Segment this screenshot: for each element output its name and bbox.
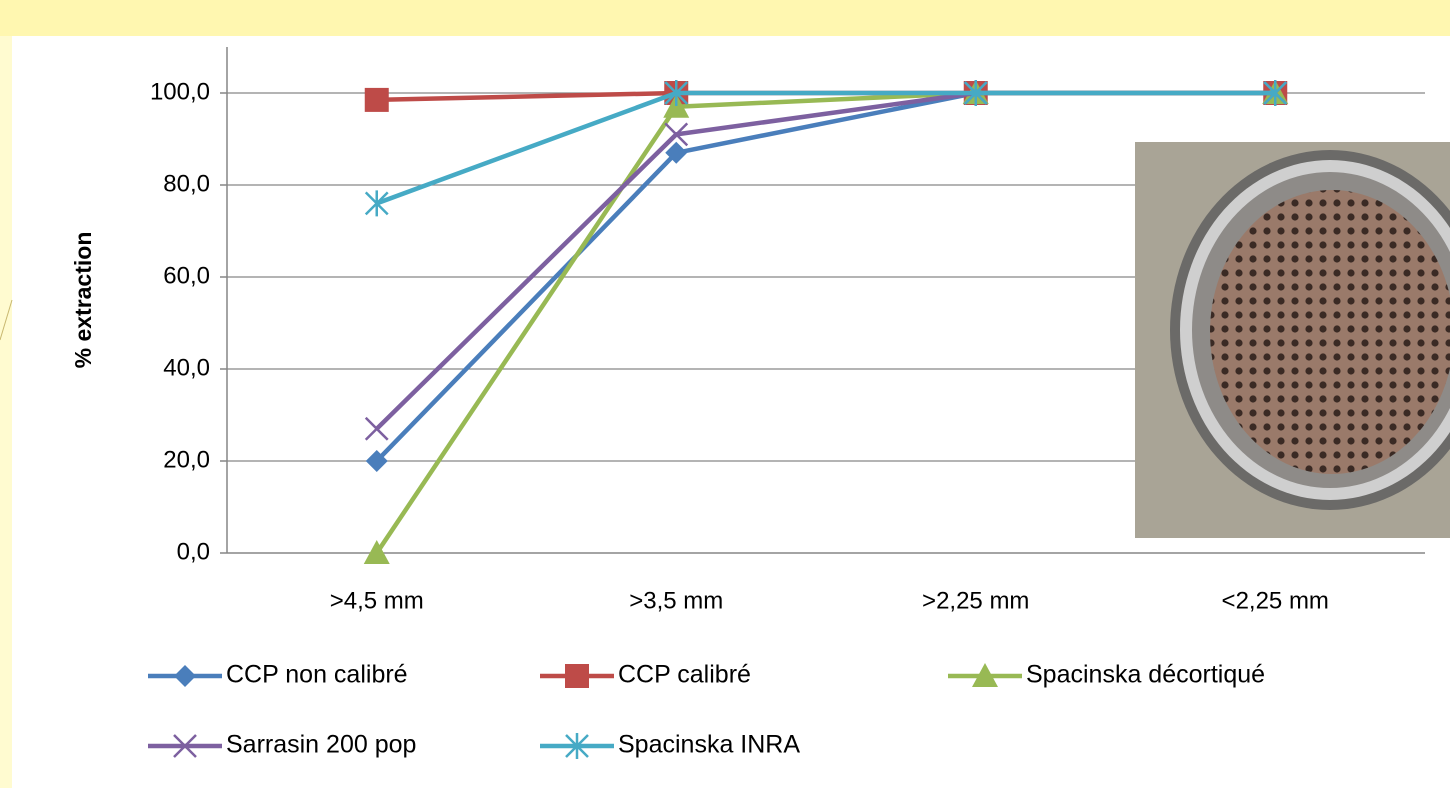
legend-label: Spacinska INRA — [618, 731, 800, 759]
legend-label: Sarrasin 200 pop — [226, 731, 416, 759]
y-tick-label: 80,0 — [163, 170, 210, 197]
legend-label: CCP calibré — [618, 661, 751, 689]
y-tick-label: 40,0 — [163, 354, 210, 381]
sieve-photo — [1135, 142, 1450, 538]
page: {"chart_data": {"type": "line", "y_label… — [0, 0, 1450, 788]
legend-item: CCP calibré — [540, 661, 751, 689]
legend-label: Spacinska décortiqué — [1026, 661, 1265, 689]
x-tick-label: >2,25 mm — [922, 587, 1029, 614]
y-tick-label: 20,0 — [163, 446, 210, 473]
y-tick-label: 100,0 — [150, 78, 210, 105]
marker — [365, 88, 389, 112]
x-tick-label: >4,5 mm — [330, 587, 424, 614]
y-tick-label: 0,0 — [177, 538, 210, 565]
y-axis-title: % extraction — [70, 232, 96, 369]
x-tick-label: <2,25 mm — [1222, 587, 1329, 614]
top-band — [0, 0, 1450, 36]
decor-line — [0, 300, 12, 340]
legend-label: CCP non calibré — [226, 661, 408, 689]
y-tick-label: 60,0 — [163, 262, 210, 289]
chart: 0,0 20,0 40,0 60,0 80,0 100,0 >4,5 mm >3,5 mm >2… — [0, 0, 1450, 788]
marker — [565, 664, 589, 688]
x-tick-label: >3,5 mm — [629, 587, 723, 614]
